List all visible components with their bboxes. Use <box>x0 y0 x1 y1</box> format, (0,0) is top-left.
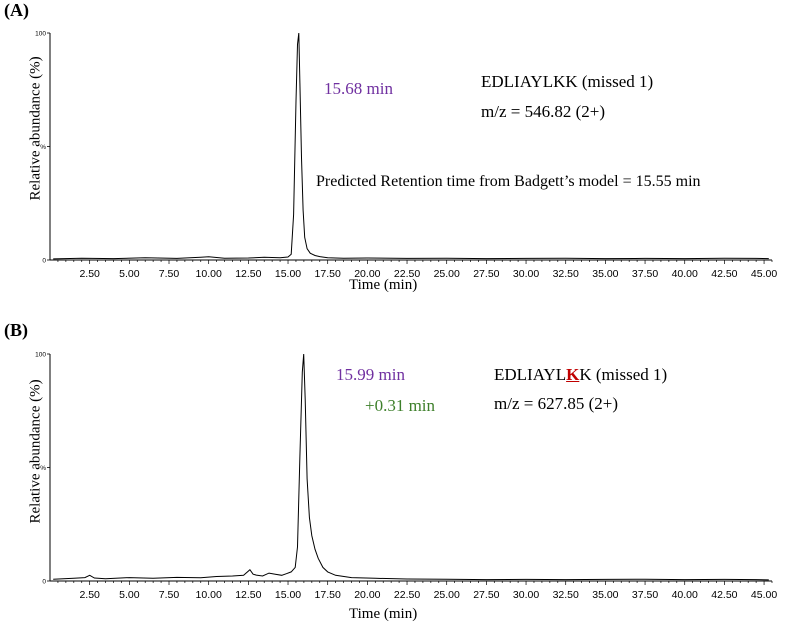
x-axis-label: Time (min) <box>349 277 418 293</box>
x-tick-label: 10.00 <box>196 268 222 280</box>
x-tick-label: 2.50 <box>79 589 100 601</box>
mz-label: m/z = 627.85 (2+) <box>494 394 618 413</box>
x-tick-label: 37.50 <box>632 268 658 280</box>
x-tick-label: 45.00 <box>751 268 777 280</box>
peptide-suffix: K (missed 1) <box>579 365 668 384</box>
x-tick-label: 22.50 <box>394 268 420 280</box>
y-tick-label: 0 <box>42 579 46 586</box>
panel-label: (B) <box>4 320 28 340</box>
panel-label: (A) <box>4 0 29 20</box>
x-tick-label: 45.00 <box>751 589 777 601</box>
y-tick-label: 0 <box>42 258 46 265</box>
x-tick-label: 37.50 <box>632 589 658 601</box>
x-tick-label: 20.00 <box>354 268 380 280</box>
chart-panel-a: (A) 2.50 5.00 7.50 10.00 12.50 15.00 17.50 20.0… <box>0 0 793 300</box>
x-tick-label: 12.50 <box>235 268 261 280</box>
predicted-rt-note: Predicted Retention time from Badgett’s … <box>316 173 701 190</box>
peak-retention-label: 15.99 min <box>336 365 405 384</box>
chart-panel-b: (B) 2.50 5.00 7.50 10.00 12.50 15.00 17.50 20.0… <box>0 320 793 624</box>
x-tick-label: 5.00 <box>119 589 140 601</box>
x-tick-label: 40.00 <box>672 589 698 601</box>
chromatogram-b: 2.50 5.00 7.50 10.00 12.50 15.00 17.50 20.00 22.… <box>35 352 777 602</box>
peak-retention-label: 15.68 min <box>324 79 393 98</box>
x-tick-label: 30.00 <box>513 589 539 601</box>
x-tick-label: 35.00 <box>592 268 618 280</box>
x-tick-label: 42.50 <box>711 268 737 280</box>
y-axis-label: Relative abundance (%) <box>27 379 44 524</box>
x-tick-label: 2.50 <box>79 268 100 280</box>
y-tick-label: 100 <box>35 352 46 359</box>
x-tick-label: 15.00 <box>275 268 301 280</box>
x-tick-label: 5.00 <box>119 268 140 280</box>
mz-label: m/z = 546.82 (2+) <box>481 102 605 121</box>
x-tick-label: 15.00 <box>275 589 301 601</box>
x-tick-label: 10.00 <box>196 589 222 601</box>
x-tick-label: 32.50 <box>553 589 579 601</box>
x-tick-label: 20.00 <box>354 589 380 601</box>
y-tick-label: 100 <box>35 31 46 38</box>
y-tick-label: % <box>40 465 46 472</box>
x-tick-label: 30.00 <box>513 268 539 280</box>
x-tick-label: 12.50 <box>235 589 261 601</box>
y-axis-label: Relative abundance (%) <box>27 56 44 201</box>
x-tick-label: 42.50 <box>711 589 737 601</box>
x-tick-label: 32.50 <box>553 268 579 280</box>
x-tick-label: 17.50 <box>315 589 341 601</box>
chromatogram-trace <box>53 353 769 581</box>
x-tick-label: 25.00 <box>434 589 460 601</box>
peptide-prefix: EDLIAYL <box>494 365 567 384</box>
x-tick-label: 22.50 <box>394 589 420 601</box>
peptide-label: EDLIAYLKK (missed 1) <box>481 72 654 91</box>
modified-lysine: K <box>566 365 580 384</box>
chromatogram-trace <box>53 32 769 260</box>
x-tick-label: 7.50 <box>159 589 180 601</box>
peptide-label: EDLIAYLKK (missed 1) <box>494 365 667 385</box>
x-tick-label: 7.50 <box>159 268 180 280</box>
x-tick-label: 17.50 <box>315 268 341 280</box>
x-tick-label: 25.00 <box>434 268 460 280</box>
y-tick-label: % <box>40 144 46 151</box>
chromatogram-a: 2.50 5.00 7.50 10.00 12.50 15.00 17.50 20.00 22.… <box>35 31 777 281</box>
x-tick-label: 27.50 <box>473 589 499 601</box>
x-tick-label: 35.00 <box>592 589 618 601</box>
x-tick-label: 27.50 <box>473 268 499 280</box>
retention-shift-label: +0.31 min <box>365 396 436 415</box>
x-tick-label: 40.00 <box>672 268 698 280</box>
x-axis-label: Time (min) <box>349 606 418 622</box>
